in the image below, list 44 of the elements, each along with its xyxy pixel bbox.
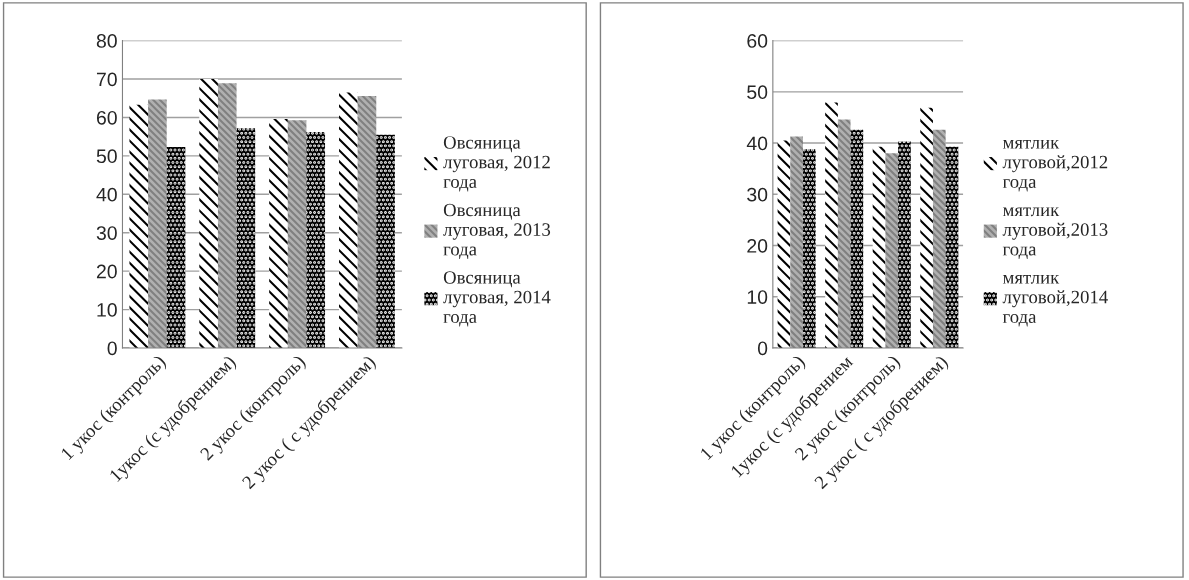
bar [790,136,803,348]
legend-label: Овсяница луговая, 2014 года [443,271,551,327]
legend-label: Овсяница луговая, 2013 года [443,203,551,259]
y-tick-label: 20 [747,239,768,253]
bar [199,79,218,348]
bar [837,119,851,348]
y-tick-label: 50 [747,85,768,100]
bar [148,99,167,348]
bar [269,118,288,348]
y-tick-label: 0 [757,341,768,356]
bar [802,149,816,348]
y-tick-label: 40 [746,136,768,151]
bar [287,120,307,348]
y-tick-label: 30 [96,226,117,240]
y-tick-label: 30 [747,187,768,202]
bar [898,141,911,348]
bar [920,107,933,348]
bar [339,92,358,348]
y-tick-label: 10 [747,290,768,304]
y-tick-label: 50 [96,149,117,164]
bar [777,140,791,348]
y-tick-label: 70 [96,72,117,87]
bar [885,153,899,348]
bar [236,128,256,348]
y-tick-label: 40 [96,187,117,202]
y-tick-label: 60 [96,110,117,125]
bar [945,146,959,348]
bar [129,104,149,348]
y-tick-label: 80 [96,34,117,48]
bar [306,132,326,348]
legend-label: мятлик луговой,2014 года [1002,274,1108,327]
y-tick-label: 0 [107,341,117,356]
bar [376,134,395,348]
bar [932,129,946,348]
bar [357,95,377,348]
y-tick-label: 10 [97,303,117,317]
legend-label: Овсяница луговая, 2012 года [443,136,550,192]
bar [825,102,838,348]
bar [166,147,186,348]
y-tick-label: 20 [96,264,117,279]
bar [872,146,886,348]
y-tick-label: 60 [747,34,768,48]
bar [217,83,237,348]
bar [850,129,864,348]
